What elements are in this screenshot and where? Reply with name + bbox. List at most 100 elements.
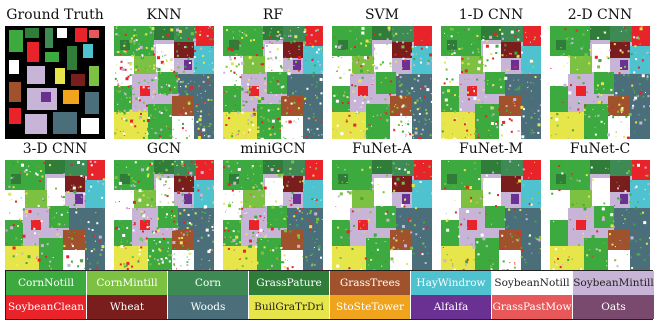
noise-pixel	[277, 170, 279, 172]
noise-pixel	[481, 234, 484, 237]
noise-pixel	[410, 247, 413, 250]
noise-pixel	[597, 65, 600, 68]
noise-pixel	[160, 73, 161, 74]
classification-map	[223, 26, 323, 139]
noise-pixel	[315, 30, 317, 32]
noise-pixel	[376, 53, 377, 54]
noise-pixel	[210, 169, 211, 170]
noise-pixel	[208, 235, 210, 237]
noise-pixel	[371, 182, 373, 184]
noise-pixel	[154, 108, 156, 110]
noise-pixel	[249, 240, 252, 243]
noise-pixel	[389, 94, 391, 96]
map-region	[114, 246, 148, 273]
noise-pixel	[583, 204, 585, 206]
noise-pixel	[591, 167, 593, 169]
map-region	[184, 60, 192, 70]
noise-pixel	[319, 64, 321, 66]
noise-pixel	[340, 257, 342, 259]
noise-pixel	[13, 255, 15, 257]
noise-pixel	[213, 117, 214, 120]
noise-pixel	[479, 212, 481, 214]
noise-pixel	[72, 189, 73, 190]
noise-pixel	[357, 57, 358, 58]
noise-pixel	[264, 78, 266, 80]
noise-pixel	[502, 248, 504, 250]
noise-pixel	[264, 222, 265, 223]
noise-pixel	[619, 72, 621, 74]
noise-pixel	[232, 133, 233, 134]
noise-pixel	[521, 133, 522, 134]
noise-pixel	[233, 31, 234, 32]
noise-pixel	[285, 99, 287, 101]
noise-pixel	[402, 41, 404, 43]
noise-pixel	[267, 119, 269, 121]
noise-pixel	[274, 182, 275, 183]
noise-pixel	[337, 180, 339, 182]
noise-pixel	[230, 70, 232, 72]
noise-pixel	[342, 102, 344, 104]
noise-pixel	[210, 266, 211, 267]
noise-pixel	[26, 205, 27, 206]
noise-pixel	[381, 266, 382, 267]
noise-pixel	[631, 53, 633, 55]
noise-pixel	[231, 84, 232, 85]
noise-pixel	[177, 94, 179, 96]
noise-pixel	[576, 30, 578, 32]
noise-pixel	[94, 161, 96, 163]
noise-pixel	[378, 166, 379, 167]
noise-pixel	[523, 115, 525, 117]
legend-label: SoybeanClean	[8, 301, 84, 313]
noise-pixel	[227, 217, 229, 219]
classification-map	[114, 26, 214, 139]
noise-pixel	[10, 226, 13, 229]
noise-pixel	[255, 226, 257, 228]
noise-pixel	[429, 53, 432, 56]
legend-label: Wheat	[110, 301, 144, 313]
noise-pixel	[196, 121, 198, 123]
noise-pixel	[199, 86, 200, 87]
noise-pixel	[126, 265, 128, 267]
noise-pixel	[418, 189, 419, 190]
noise-pixel	[21, 197, 22, 198]
noise-pixel	[201, 171, 204, 174]
noise-pixel	[189, 172, 192, 175]
noise-pixel	[210, 38, 212, 40]
noise-pixel	[154, 117, 155, 118]
noise-pixel	[197, 190, 199, 192]
noise-pixel	[381, 82, 382, 83]
noise-pixel	[366, 128, 368, 130]
legend-label: StoSteTower	[336, 301, 404, 313]
noise-pixel	[264, 246, 266, 248]
noise-pixel	[312, 75, 314, 77]
noise-pixel	[430, 174, 431, 175]
noise-pixel	[281, 186, 284, 189]
noise-pixel	[264, 43, 265, 44]
noise-pixel	[623, 41, 625, 43]
noise-pixel	[277, 108, 279, 110]
noise-pixel	[319, 39, 322, 42]
noise-pixel	[189, 222, 191, 224]
noise-pixel	[449, 81, 451, 83]
noise-pixel	[416, 54, 417, 55]
noise-pixel	[636, 95, 638, 97]
noise-pixel	[371, 98, 372, 99]
legend-label: SoybeanNotill	[494, 277, 569, 289]
noise-pixel	[639, 122, 642, 125]
noise-pixel	[258, 189, 260, 191]
noise-pixel	[372, 47, 375, 50]
noise-pixel	[515, 176, 516, 177]
noise-pixel	[375, 67, 378, 70]
noise-pixel	[352, 75, 353, 76]
noise-pixel	[53, 220, 54, 221]
noise-pixel	[513, 101, 514, 102]
noise-pixel	[80, 259, 83, 262]
noise-pixel	[621, 107, 623, 109]
noise-pixel	[200, 194, 203, 197]
noise-pixel	[495, 123, 497, 125]
noise-pixel	[577, 69, 578, 70]
noise-pixel	[62, 197, 63, 198]
noise-pixel	[540, 248, 541, 249]
noise-pixel	[410, 66, 411, 67]
noise-pixel	[191, 205, 192, 206]
